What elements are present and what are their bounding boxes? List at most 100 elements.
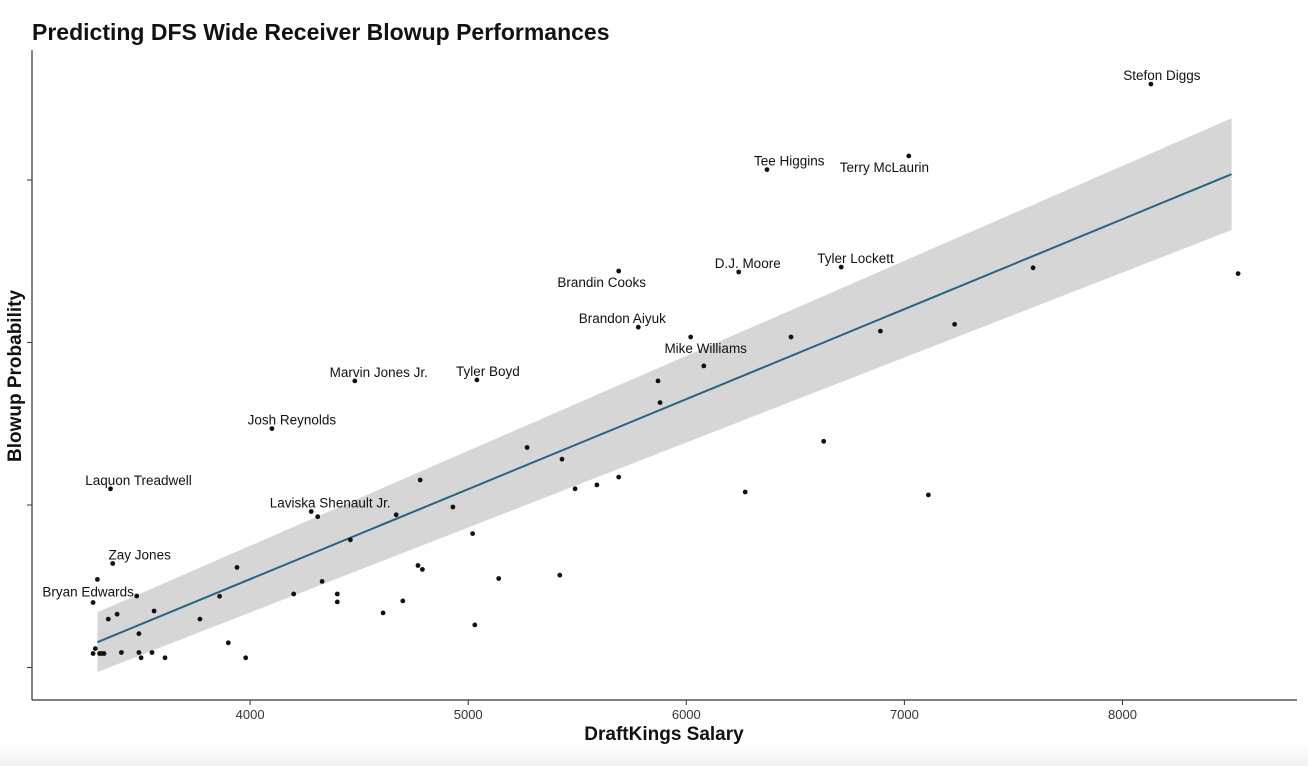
labeled-data-point: [906, 153, 912, 159]
x-tick-label: 7000: [890, 707, 919, 722]
data-point: [119, 650, 124, 655]
data-point: [92, 646, 98, 651]
data-point: [559, 456, 565, 462]
labeled-data-point: [736, 269, 742, 275]
point-label: Laquon Treadwell: [85, 473, 192, 488]
data-point: [393, 512, 399, 518]
data-point: [655, 378, 661, 384]
labeled-data-point: [110, 561, 116, 566]
point-label: Brandon Aiyuk: [579, 311, 666, 326]
data-point: [701, 363, 707, 369]
labeled-data-point: [616, 268, 622, 274]
data-point: [788, 334, 794, 340]
data-point: [217, 593, 223, 599]
data-point: [952, 321, 957, 327]
point-label: Mike Williams: [664, 341, 747, 356]
confidence-band: [97, 118, 1232, 673]
point-labels-layer: Stefon Diggs Terry McLaurin Tee Higgins Tyl…: [42, 68, 1200, 599]
labeled-data-point: [308, 509, 314, 514]
bottom-fade: [0, 744, 1308, 766]
data-point: [225, 640, 231, 646]
point-label: Stefon Diggs: [1123, 68, 1201, 83]
data-point: [114, 611, 120, 617]
data-point: [138, 655, 144, 661]
chart-title: Predicting DFS Wide Receiver Blowup Perf…: [32, 19, 610, 45]
y-axis-label: Blowup Probability: [5, 290, 26, 462]
trend-line-layer: [97, 173, 1232, 644]
data-point: [1235, 271, 1241, 276]
data-point: [162, 655, 168, 661]
point-label: Bryan Edwards: [42, 585, 134, 600]
point-label: Josh Reynolds: [248, 413, 337, 428]
labeled-data-point: [474, 377, 480, 383]
confidence-band-layer: [97, 118, 1232, 673]
data-point: [1030, 265, 1036, 271]
data-point: [319, 579, 325, 584]
data-point: [105, 616, 111, 622]
data-point: [134, 593, 140, 599]
data-point: [616, 474, 622, 480]
point-label: Terry McLaurin: [840, 160, 929, 175]
point-label: Brandin Cooks: [557, 275, 646, 290]
trend-line: [97, 173, 1232, 644]
data-point: [572, 486, 578, 492]
data-point: [334, 599, 340, 605]
data-point: [420, 567, 425, 572]
data-point: [878, 328, 883, 334]
point-label: Tyler Lockett: [817, 251, 894, 266]
labeled-data-point: [688, 334, 694, 340]
data-point: [821, 438, 827, 444]
data-point: [334, 591, 340, 597]
labeled-data-point: [269, 426, 275, 431]
point-label: D.J. Moore: [715, 256, 781, 271]
labeled-data-point: [90, 600, 96, 605]
point-label: Tyler Boyd: [456, 364, 520, 379]
data-point: [151, 608, 157, 614]
data-point: [95, 577, 100, 582]
data-point: [594, 482, 600, 488]
data-point: [524, 445, 530, 450]
x-ticks: 4000 5000 6000 7000 8000: [236, 700, 1137, 722]
data-points-layer: [90, 81, 1241, 661]
data-point: [417, 477, 423, 483]
point-label: Tee Higgins: [754, 154, 825, 169]
x-tick-label: 8000: [1108, 707, 1137, 722]
data-point: [136, 650, 142, 655]
data-point: [101, 651, 107, 656]
data-point: [380, 610, 386, 616]
data-point: [234, 565, 240, 570]
point-label: Zay Jones: [109, 548, 172, 563]
y-ticks: [27, 179, 32, 668]
data-point: [470, 531, 475, 536]
data-point: [472, 622, 478, 628]
data-point: [90, 651, 96, 656]
data-point: [926, 492, 931, 498]
data-point: [742, 489, 748, 495]
labeled-data-point: [764, 167, 770, 173]
data-point: [557, 572, 563, 578]
x-tick-label: 6000: [672, 707, 701, 722]
labeled-data-point: [838, 264, 844, 270]
data-point: [243, 655, 249, 661]
labeled-data-point: [108, 486, 113, 492]
labeled-data-point: [352, 378, 358, 384]
data-point: [348, 537, 353, 543]
data-point: [197, 616, 203, 622]
point-label: Laviska Shenault Jr.: [270, 496, 391, 511]
x-tick-label: 4000: [236, 707, 265, 722]
data-point: [291, 591, 297, 597]
x-tick-label: 5000: [454, 707, 483, 722]
data-point: [136, 631, 142, 637]
data-point: [315, 514, 321, 520]
data-point: [657, 400, 663, 405]
labeled-data-point: [635, 324, 641, 330]
data-point: [415, 563, 421, 568]
point-label: Marvin Jones Jr.: [330, 365, 428, 380]
data-point: [496, 576, 502, 581]
data-point: [149, 650, 155, 655]
labeled-data-point: [1148, 81, 1154, 87]
x-axis-label: DraftKings Salary: [584, 724, 744, 745]
data-point: [400, 598, 406, 604]
data-point: [450, 504, 456, 510]
